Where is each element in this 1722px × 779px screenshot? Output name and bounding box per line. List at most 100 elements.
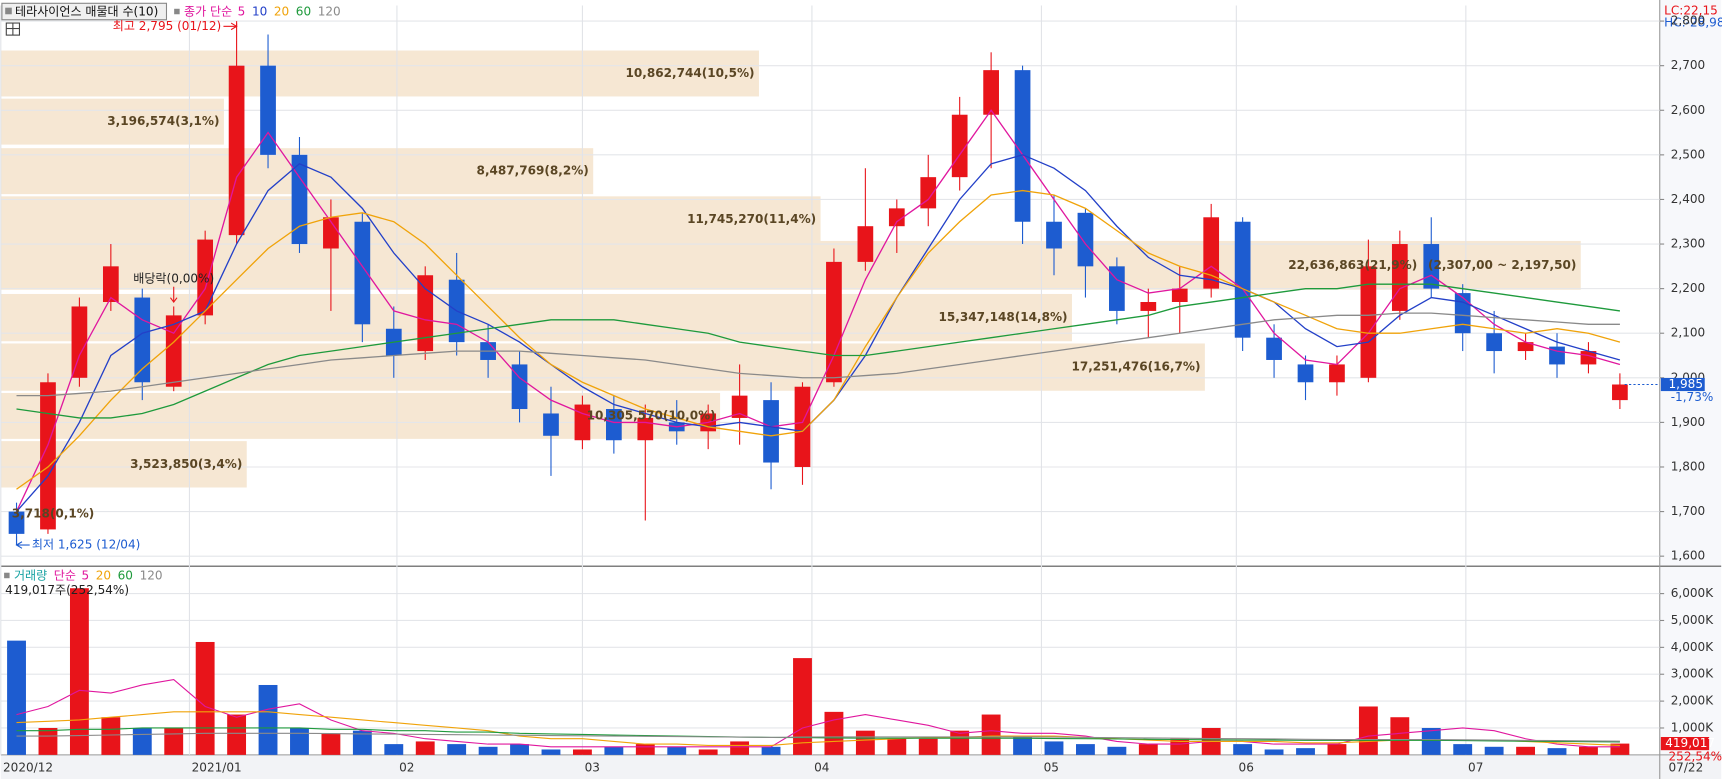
volume-bar [258, 684, 278, 755]
legend-entry: 5 [238, 5, 246, 19]
volume-bar [478, 746, 498, 755]
y-tick-label: 4,000K [1671, 640, 1714, 654]
x-tick-label: 06 [1239, 761, 1254, 775]
candle-body [1203, 217, 1220, 289]
y-tick-label: 1,900 [1671, 415, 1706, 429]
volume-bar [981, 714, 1001, 755]
candle-body [71, 306, 88, 378]
legend-marker [174, 8, 180, 15]
y-tick-label: 2,800 [1671, 14, 1706, 28]
volume-bar [698, 749, 718, 755]
profile-band [0, 98, 224, 145]
candle-body [228, 65, 245, 236]
x-tick-label: 04 [814, 761, 829, 775]
y-tick-label: 2,600 [1671, 103, 1706, 117]
profile-label: 10,305,570(10,0%) [587, 408, 716, 422]
candle-body [197, 239, 214, 316]
candle-body [1612, 384, 1628, 401]
volume-bar [824, 711, 844, 755]
candle-body [1266, 337, 1282, 360]
volume-bar [1421, 727, 1441, 755]
candle-body [1360, 266, 1377, 378]
y-tick-label: 2,700 [1671, 58, 1706, 72]
y-tick-label: 2,200 [1671, 281, 1706, 295]
profile-range-label: (2,307,00 ~ 2,197,50) [1428, 258, 1576, 272]
candle-body [983, 70, 999, 115]
candle-body [323, 217, 339, 249]
volume-bar [887, 738, 907, 755]
legend-entry: 20 [96, 569, 111, 583]
candle-body [543, 413, 559, 436]
volume-bar [321, 733, 341, 755]
volume-moving-average [16, 727, 1620, 743]
high-arrow-head [230, 22, 238, 31]
x-tick-label: 02 [399, 761, 414, 775]
chart-title: 테라사이언스 매물대 수(10) [15, 5, 158, 19]
y-tick-label: 5,000K [1671, 613, 1714, 627]
legend-title: 단순 [54, 569, 76, 583]
candle-body [1171, 288, 1188, 303]
candle-body [1234, 221, 1251, 338]
volume-title: 거래량 [14, 569, 47, 583]
volume-bar [1516, 746, 1536, 755]
volume-bar [761, 746, 781, 755]
volume-bar [38, 727, 58, 755]
profile-label: 3,523,850(3,4%) [130, 457, 242, 471]
volume-summary: 419,017주(252,54%) [5, 583, 129, 597]
candle-body [1140, 302, 1157, 311]
low-label: 최저 1,625 (12/04) [32, 538, 140, 552]
volume-bar [667, 746, 687, 755]
moving-average [15, 109, 1621, 512]
y-tick-label: 1,800 [1671, 459, 1706, 473]
volume-bar [1170, 738, 1190, 755]
volume-bar [227, 714, 247, 755]
event-label: 배당락(0,00%) [133, 272, 214, 286]
candle-body [1046, 221, 1062, 249]
candle-body [1329, 364, 1345, 383]
x-tick-label: 2020/12 [3, 761, 53, 775]
candle-body [511, 364, 528, 410]
candle-body [888, 208, 905, 227]
candle-body [826, 261, 842, 383]
candle-body [1014, 70, 1031, 222]
y-tick-label: 2,000K [1671, 694, 1714, 708]
moving-average [16, 189, 1621, 490]
candle-body [8, 511, 25, 534]
candle-body [731, 395, 748, 418]
change-label: -1,73% [1671, 390, 1714, 404]
volume-bar [635, 744, 655, 755]
candle-body [1109, 266, 1125, 311]
candle-body [40, 382, 56, 530]
candle-body [605, 409, 622, 441]
volume-bar [69, 588, 89, 755]
y-tick-label: 2,300 [1671, 237, 1706, 251]
candle-body [1454, 293, 1471, 334]
candle-body [291, 154, 308, 245]
candle-body [417, 275, 434, 352]
end-date-label: 07/22 [1669, 761, 1704, 775]
candle-body [354, 221, 371, 325]
profile-label: 17,251,476(16,7%) [1071, 360, 1200, 374]
moving-average [16, 283, 1621, 419]
volume-bar [1296, 748, 1315, 755]
legend-entry: 60 [118, 569, 133, 583]
moving-average [16, 312, 1620, 397]
volume-bar [1390, 717, 1410, 755]
current-price-tag [1660, 377, 1705, 392]
candle-body [1391, 244, 1408, 311]
profile-band [0, 343, 1205, 391]
candle-body [134, 297, 151, 383]
volume-bar [1579, 746, 1598, 755]
legend-title: 종가 단순 [184, 5, 232, 19]
legend-entry: 120 [140, 569, 163, 583]
volume-bar [290, 727, 309, 755]
legend-entry: 5 [81, 569, 89, 583]
volume-bar [352, 730, 372, 755]
volume-bar [1264, 749, 1284, 755]
volume-bar [1138, 744, 1158, 755]
volume-bar [793, 658, 812, 755]
marks [7, 23, 1630, 755]
profile-label: 15,347,148(14,8%) [939, 310, 1068, 324]
